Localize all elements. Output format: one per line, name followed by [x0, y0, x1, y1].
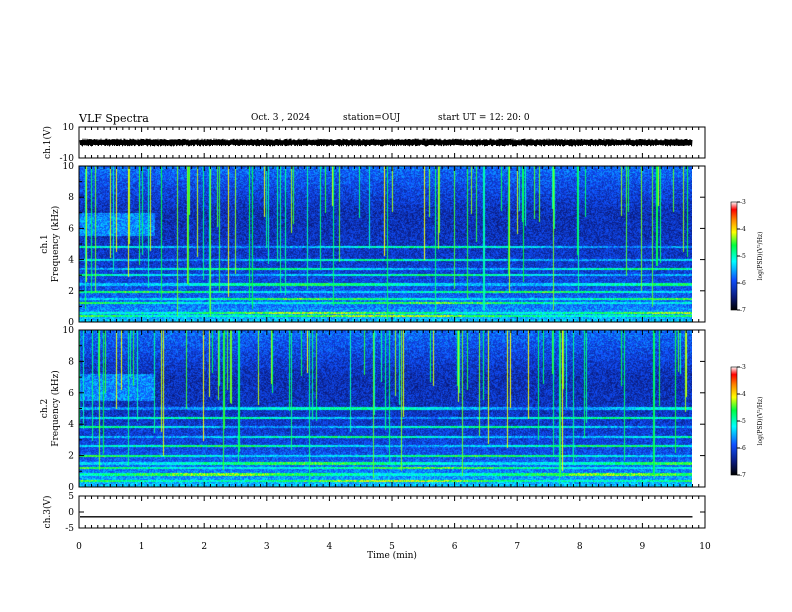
xaxis-tick-label: 7 [514, 542, 520, 552]
xaxis-tick-label: 0 [76, 542, 82, 552]
ch2-spectrogram-ytick-label: 6 [68, 389, 74, 399]
ch1-waveform-ytick-label: -10 [60, 154, 75, 164]
ch3-waveform-ytick-label: 0 [68, 508, 74, 518]
xaxis-label: Time (min) [367, 550, 417, 561]
ch2-spectrogram-colorbar-tick-label: -3 [740, 364, 746, 371]
ch1-spectrogram-ytick-label: 0 [68, 318, 74, 328]
xaxis-tick-label: 4 [327, 542, 333, 552]
ch1-spectrogram-colorbar-tick-label: -6 [740, 280, 746, 287]
ch1-waveform-ylabel: ch.1(V) [42, 126, 53, 159]
ch2-spectrogram-ytick-label: 0 [68, 483, 74, 493]
xaxis-tick-label: 1 [139, 542, 145, 552]
ch1-spectrogram-heatmap [79, 166, 692, 322]
date-label: Oct. 3 , 2024 [251, 113, 310, 123]
ch2-spectrogram-heatmap [79, 330, 692, 487]
ch1-spectrogram-colorbar-tick-label: -3 [740, 199, 746, 206]
ch1-waveform-ytick-label: 10 [63, 123, 75, 133]
ch2-spectrogram-ylabel-line2: Frequency (kHz) [50, 370, 61, 447]
ch1-spectrogram-ytick-label: 4 [68, 256, 74, 266]
ch1-spectrogram-ytick-label: 8 [68, 193, 74, 203]
xaxis-tick-label: 10 [699, 542, 711, 552]
ch2-spectrogram-ytick-label: 8 [68, 357, 74, 367]
ch1-waveform-trace [79, 138, 693, 147]
ch1-spectrogram-ylabel-line1: ch.1 [40, 234, 50, 253]
ch2-spectrogram-colorbar-label: log(PSD)(V²/Hz) [757, 397, 764, 446]
ch2-spectrogram-colorbar-tick-label: -6 [740, 445, 746, 452]
ch1-spectrogram-colorbar-tick-label: -7 [740, 307, 746, 314]
ch2-spectrogram-ytick-label: 2 [68, 452, 74, 462]
ch1-spectrogram-colorbar-tick-label: -4 [740, 226, 746, 233]
xaxis-tick-label: 5 [389, 542, 395, 552]
ch2-spectrogram-colorbar-tick-label: -5 [740, 418, 746, 425]
ch1-spectrogram-ylabel-line2: Frequency (kHz) [50, 206, 61, 283]
ch2-spectrogram-colorbar-tick-label: -7 [740, 472, 746, 479]
ch3-waveform-ylabel: ch.3(V) [42, 496, 53, 529]
ch2-spectrogram-ytick-label: 10 [63, 326, 75, 336]
xaxis-tick-label: 3 [264, 542, 270, 552]
xaxis-tick-label: 6 [452, 542, 458, 552]
start-time-label: start UT = 12: 20: 0 [438, 113, 530, 123]
ch2-spectrogram-ylabel-line1: ch.2 [40, 399, 50, 418]
ch1-spectrogram-colorbar-tick-label: -5 [740, 253, 746, 260]
xaxis-tick-label: 2 [201, 542, 207, 552]
ch2-spectrogram-colorbar [730, 366, 738, 476]
xaxis-tick-label: 8 [577, 542, 583, 552]
ch1-spectrogram-ytick-label: 6 [68, 224, 74, 234]
ch3-waveform-ytick-label: 5 [68, 492, 74, 502]
ch2-spectrogram-colorbar-tick-label: -4 [740, 391, 746, 398]
chart-title: VLF Spectra [79, 112, 149, 125]
ch1-spectrogram-colorbar [730, 201, 738, 311]
xaxis-tick-label: 9 [640, 542, 646, 552]
ch3-waveform-ytick-label: -5 [65, 524, 74, 534]
ch1-spectrogram-ytick-label: 2 [68, 287, 74, 297]
ch2-spectrogram-ytick-label: 4 [68, 420, 74, 430]
ch1-spectrogram-colorbar-label: log(PSD)(V²/Hz) [757, 232, 764, 281]
plot-content [79, 138, 693, 518]
ch1-spectrogram-ytick-label: 10 [63, 162, 75, 172]
station-label: station=OUJ [343, 113, 401, 123]
